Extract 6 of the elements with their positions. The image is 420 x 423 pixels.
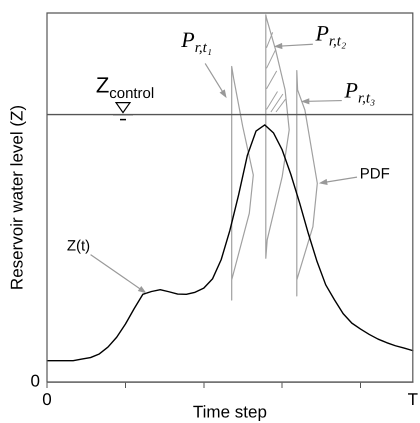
y-axis-title: Reservoir water level (Z) <box>8 104 27 290</box>
x-tick-label: T <box>408 390 418 409</box>
text: 0 <box>30 372 40 391</box>
annotation: Z(t) <box>66 237 90 254</box>
x-axis-title: Time step <box>192 402 267 422</box>
annotation: PDF <box>360 165 390 182</box>
